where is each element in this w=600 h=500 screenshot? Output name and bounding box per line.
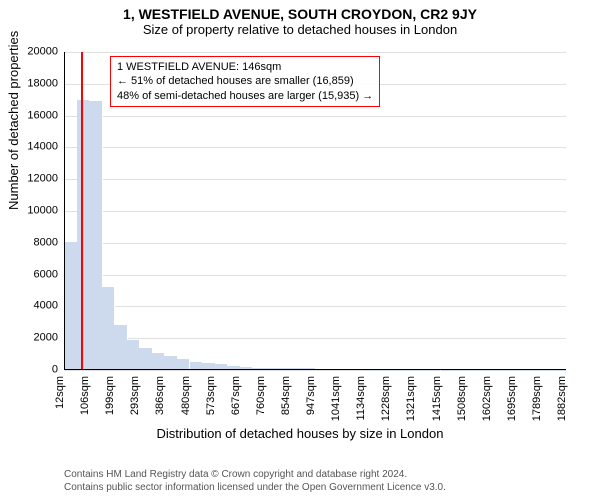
y-tick-label: 16000	[27, 110, 64, 121]
x-tick-label: 667sqm	[230, 376, 242, 415]
x-tick-label: 1228sqm	[380, 376, 392, 421]
chart-container: { "title": "1, WESTFIELD AVENUE, SOUTH C…	[0, 0, 600, 500]
x-tick-label: 947sqm	[305, 376, 317, 415]
y-tick-label: 20000	[27, 47, 64, 58]
x-tick-label: 760sqm	[255, 376, 267, 415]
x-tick-label: 1041sqm	[330, 376, 342, 421]
x-tick-label: 573sqm	[205, 376, 217, 415]
chart-subtitle: Size of property relative to detached ho…	[0, 22, 600, 41]
histogram-bar	[102, 287, 116, 370]
x-axis-title: Distribution of detached houses by size …	[0, 426, 600, 441]
plot-area: 0200040006000800010000120001400016000180…	[64, 52, 566, 370]
annotation-line-3: 48% of semi-detached houses are larger (…	[117, 89, 373, 103]
x-tick-label: 12sqm	[54, 376, 66, 409]
y-tick-label: 0	[52, 365, 64, 376]
histogram-bar	[139, 348, 153, 370]
x-tick-label: 854sqm	[280, 376, 292, 415]
property-marker-line	[81, 52, 83, 370]
histogram-bar	[152, 353, 166, 370]
chart-title: 1, WESTFIELD AVENUE, SOUTH CROYDON, CR2 …	[0, 0, 600, 22]
x-tick-label: 480sqm	[180, 376, 192, 415]
x-tick-label: 199sqm	[104, 376, 116, 415]
y-tick-label: 10000	[27, 206, 64, 217]
x-tick-label: 1134sqm	[355, 376, 367, 420]
y-tick-label: 12000	[27, 174, 64, 185]
x-tick-label: 1415sqm	[431, 376, 443, 421]
y-tick-label: 4000	[34, 301, 64, 312]
histogram-bar	[164, 356, 178, 370]
y-tick-label: 8000	[34, 237, 64, 248]
x-tick-label: 1789sqm	[531, 376, 543, 421]
y-axis-title: Number of detached properties	[6, 31, 21, 210]
x-tick-label: 1508sqm	[456, 376, 468, 421]
x-tick-label: 1321sqm	[405, 376, 417, 421]
y-tick-label: 6000	[34, 269, 64, 280]
x-tick-label: 1882sqm	[556, 376, 568, 421]
x-tick-label: 293sqm	[129, 376, 141, 415]
footer-line-2: Contains public sector information licen…	[64, 481, 580, 494]
x-tick-label: 1602sqm	[481, 376, 493, 421]
y-tick-label: 2000	[34, 333, 64, 344]
grid-line	[64, 370, 566, 371]
y-tick-label: 14000	[27, 142, 64, 153]
x-tick-label: 1695sqm	[506, 376, 518, 421]
y-axis-line	[64, 52, 65, 370]
histogram-bar	[64, 242, 78, 370]
histogram-bar	[114, 325, 128, 370]
annotation-line-1: 1 WESTFIELD AVENUE: 146sqm	[117, 60, 373, 74]
x-tick-label: 106sqm	[79, 376, 91, 415]
footer-line-1: Contains HM Land Registry data © Crown c…	[64, 468, 580, 481]
x-axis-line	[64, 369, 566, 370]
y-tick-label: 18000	[27, 78, 64, 89]
footer-attribution: Contains HM Land Registry data © Crown c…	[64, 468, 580, 494]
annotation-line-2: ← 51% of detached houses are smaller (16…	[117, 74, 373, 88]
annotation-box: 1 WESTFIELD AVENUE: 146sqm ← 51% of deta…	[110, 56, 380, 107]
histogram-bar	[77, 100, 91, 370]
histogram-bar	[127, 340, 141, 370]
histogram-bar	[89, 101, 103, 370]
x-tick-label: 386sqm	[154, 376, 166, 415]
